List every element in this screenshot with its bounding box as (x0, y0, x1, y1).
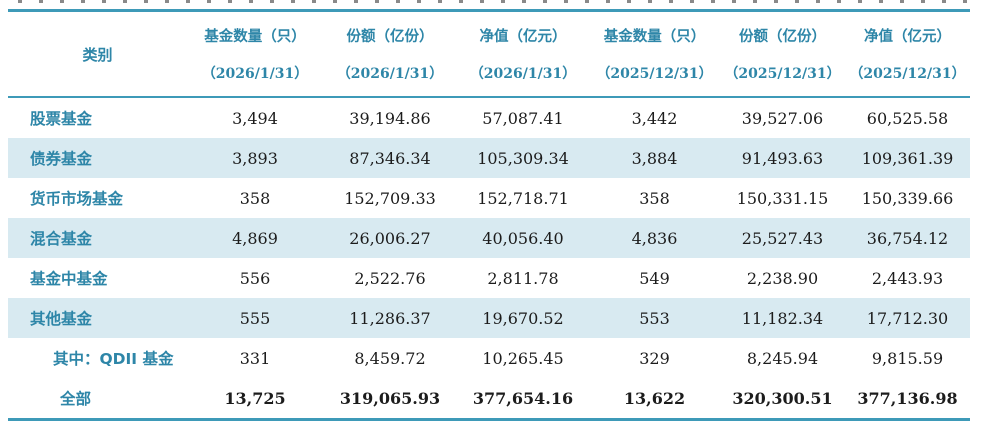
column-title: 份额（亿份） (739, 29, 826, 45)
category-cell: 其中：QDII 基金 (53, 350, 174, 368)
column-title: 基金数量（只） (204, 29, 306, 45)
value-cell: 358 (639, 188, 670, 208)
value-cell: 152,709.33 (344, 188, 436, 208)
value-cell: 2,443.93 (871, 268, 944, 288)
column-date: （2025/12/31） (849, 66, 966, 82)
value-cell: 3,494 (232, 108, 278, 128)
table-row: 其中：QDII 基金 331 8,459.72 10,265.45 329 8,245.9… (8, 338, 970, 378)
value-cell: 19,670.52 (482, 308, 564, 328)
category-cell: 债券基金 (30, 150, 93, 168)
value-cell: 150,339.66 (861, 188, 954, 208)
column-date: （2026/1/31） (201, 66, 309, 82)
value-cell: 91,493.63 (741, 148, 824, 168)
value-cell: 36,754.12 (866, 228, 949, 248)
header-row: 类别 基金数量（只） （2026/1/31） 份额（亿份） （2026/1/31） 净值… (8, 10, 970, 98)
value-cell: 556 (239, 268, 271, 288)
table-row: 基金中基金 556 2,522.76 2,811.78 549 2,238.90 2,443… (8, 258, 970, 298)
category-cell: 基金中基金 (30, 270, 108, 288)
column-title: 净值（亿元） (479, 29, 567, 45)
value-cell: 11,286.37 (349, 308, 431, 328)
value-cell: 11,182.34 (741, 308, 824, 328)
column-header: 基金数量（只） （2025/12/31） (589, 10, 720, 98)
value-cell: 13,725 (224, 388, 286, 408)
value-cell: 319,065.93 (339, 388, 441, 408)
value-cell: 9,815.59 (871, 348, 944, 368)
value-cell: 549 (639, 268, 670, 288)
table-row: 债券基金 3,893 87,346.34 105,309.34 3,884 91,493.… (8, 138, 970, 178)
value-cell: 329 (639, 348, 670, 368)
value-cell: 13,622 (623, 388, 686, 408)
value-cell: 4,836 (631, 228, 678, 248)
column-title: 份额（亿份） (346, 29, 434, 45)
table-row: 货币市场基金 358 152,709.33 152,718.71 358 150,331.… (8, 178, 970, 218)
value-cell: 109,361.39 (861, 148, 954, 168)
value-cell: 4,869 (232, 228, 278, 248)
column-header: 净值（亿元） （2025/12/31） (845, 10, 970, 98)
value-cell: 25,527.43 (741, 228, 824, 248)
table-row: 其他基金 555 11,286.37 19,670.52 553 11,182.34 17,… (8, 298, 970, 338)
value-cell: 105,309.34 (477, 148, 569, 168)
value-cell: 26,006.27 (349, 228, 431, 248)
value-cell: 8,459.72 (354, 348, 426, 368)
category-cell: 股票基金 (30, 110, 93, 128)
value-cell: 152,718.71 (477, 188, 569, 208)
value-cell: 40,056.40 (482, 228, 564, 248)
column-date: （2025/12/31） (596, 66, 713, 82)
column-date: （2025/12/31） (724, 66, 841, 82)
column-header: 份额（亿份） （2026/1/31） (323, 10, 457, 98)
table-row: 股票基金 3,494 39,194.86 57,087.41 3,442 39,527.0… (8, 97, 970, 138)
category-cell: 全部 (60, 390, 92, 408)
value-cell: 8,245.94 (746, 348, 819, 368)
column-date: （2026/1/31） (336, 66, 444, 82)
value-cell: 377,654.16 (472, 388, 574, 408)
value-cell: 3,884 (631, 148, 678, 168)
value-cell: 320,300.51 (732, 388, 833, 408)
value-cell: 10,265.45 (482, 348, 564, 368)
value-cell: 553 (639, 308, 670, 328)
column-title: 基金数量（只） (603, 29, 706, 45)
column-date: （2026/1/31） (469, 66, 577, 82)
fund-statistics-table: 类别 基金数量（只） （2026/1/31） 份额（亿份） （2026/1/31） 净值… (8, 9, 970, 421)
value-cell: 3,442 (631, 108, 678, 128)
table-row: 混合基金 4,869 26,006.27 40,056.40 4,836 25,527.4… (8, 218, 970, 258)
value-cell: 3,893 (232, 148, 278, 168)
value-cell: 377,136.98 (857, 388, 958, 408)
value-cell: 358 (239, 188, 271, 208)
value-cell: 150,331.15 (736, 188, 829, 208)
value-cell: 17,712.30 (866, 308, 949, 328)
column-header: 份额（亿份） （2025/12/31） (720, 10, 845, 98)
value-cell: 39,527.06 (741, 108, 824, 128)
category-cell: 混合基金 (30, 230, 93, 248)
column-title: 净值（亿元） (864, 29, 951, 45)
value-cell: 87,346.34 (349, 148, 431, 168)
value-cell: 2,811.78 (487, 268, 559, 288)
value-cell: 57,087.41 (482, 108, 564, 128)
value-cell: 39,194.86 (349, 108, 431, 128)
table-row: 全部 13,725 319,065.93 377,654.16 13,622 320,30… (8, 378, 970, 420)
clipped-text-fragment (18, 0, 968, 3)
value-cell: 2,238.90 (746, 268, 819, 288)
value-cell: 2,522.76 (354, 268, 426, 288)
value-cell: 331 (239, 348, 271, 368)
value-cell: 60,525.58 (866, 108, 949, 128)
category-cell: 其他基金 (30, 310, 93, 328)
column-header: 基金数量（只） （2026/1/31） (187, 10, 323, 98)
column-header: 净值（亿元） （2026/1/31） (457, 10, 589, 98)
category-column-header: 类别 (8, 10, 187, 98)
value-cell: 555 (239, 308, 271, 328)
table-body: 股票基金 3,494 39,194.86 57,087.41 3,442 39,527.0… (8, 97, 970, 420)
category-cell: 货币市场基金 (30, 190, 124, 208)
